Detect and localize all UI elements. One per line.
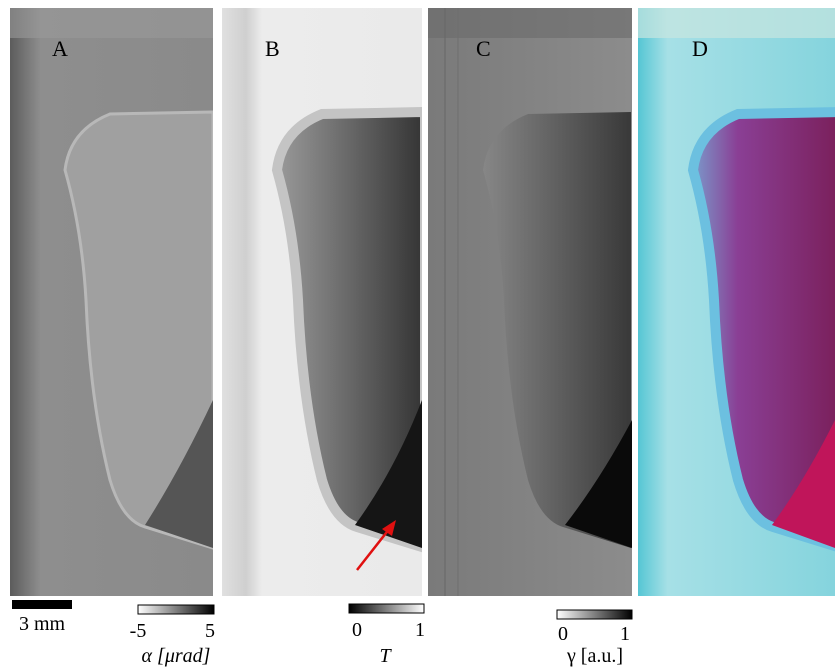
panel-d: D: [638, 8, 835, 596]
figure: A B C D 3 mm -5 5 α [μrad] 0 1 T 0 1 γ […: [0, 0, 835, 670]
colorbar: [349, 604, 424, 613]
colorbar-min: 0: [352, 619, 362, 641]
colorbar-max: 1: [620, 623, 630, 645]
panel-label: B: [265, 36, 280, 61]
colorbar-label: α [μrad]: [142, 645, 211, 667]
panel-b: B: [222, 8, 425, 596]
panel-c: C: [428, 8, 632, 596]
colorbar-max: 5: [205, 620, 215, 642]
colorbar-min: 0: [558, 623, 568, 645]
scale-bar: [12, 600, 72, 609]
colorbar-label: T: [379, 645, 392, 667]
colorbar: [138, 605, 214, 614]
panel-label: A: [52, 36, 68, 61]
panel-label: C: [476, 36, 491, 61]
panel-label: D: [692, 36, 708, 61]
scale-bar-label: 3 mm: [19, 613, 66, 635]
colorbar-label: γ [a.u.]: [566, 645, 623, 667]
panel-a: A: [10, 8, 213, 596]
colorbar-max: 1: [415, 619, 425, 641]
page: A B C D 3 mm -5 5 α [μrad] 0 1 T 0 1 γ […: [0, 0, 835, 670]
colorbar-min: -5: [130, 620, 147, 642]
colorbar: [557, 610, 632, 619]
